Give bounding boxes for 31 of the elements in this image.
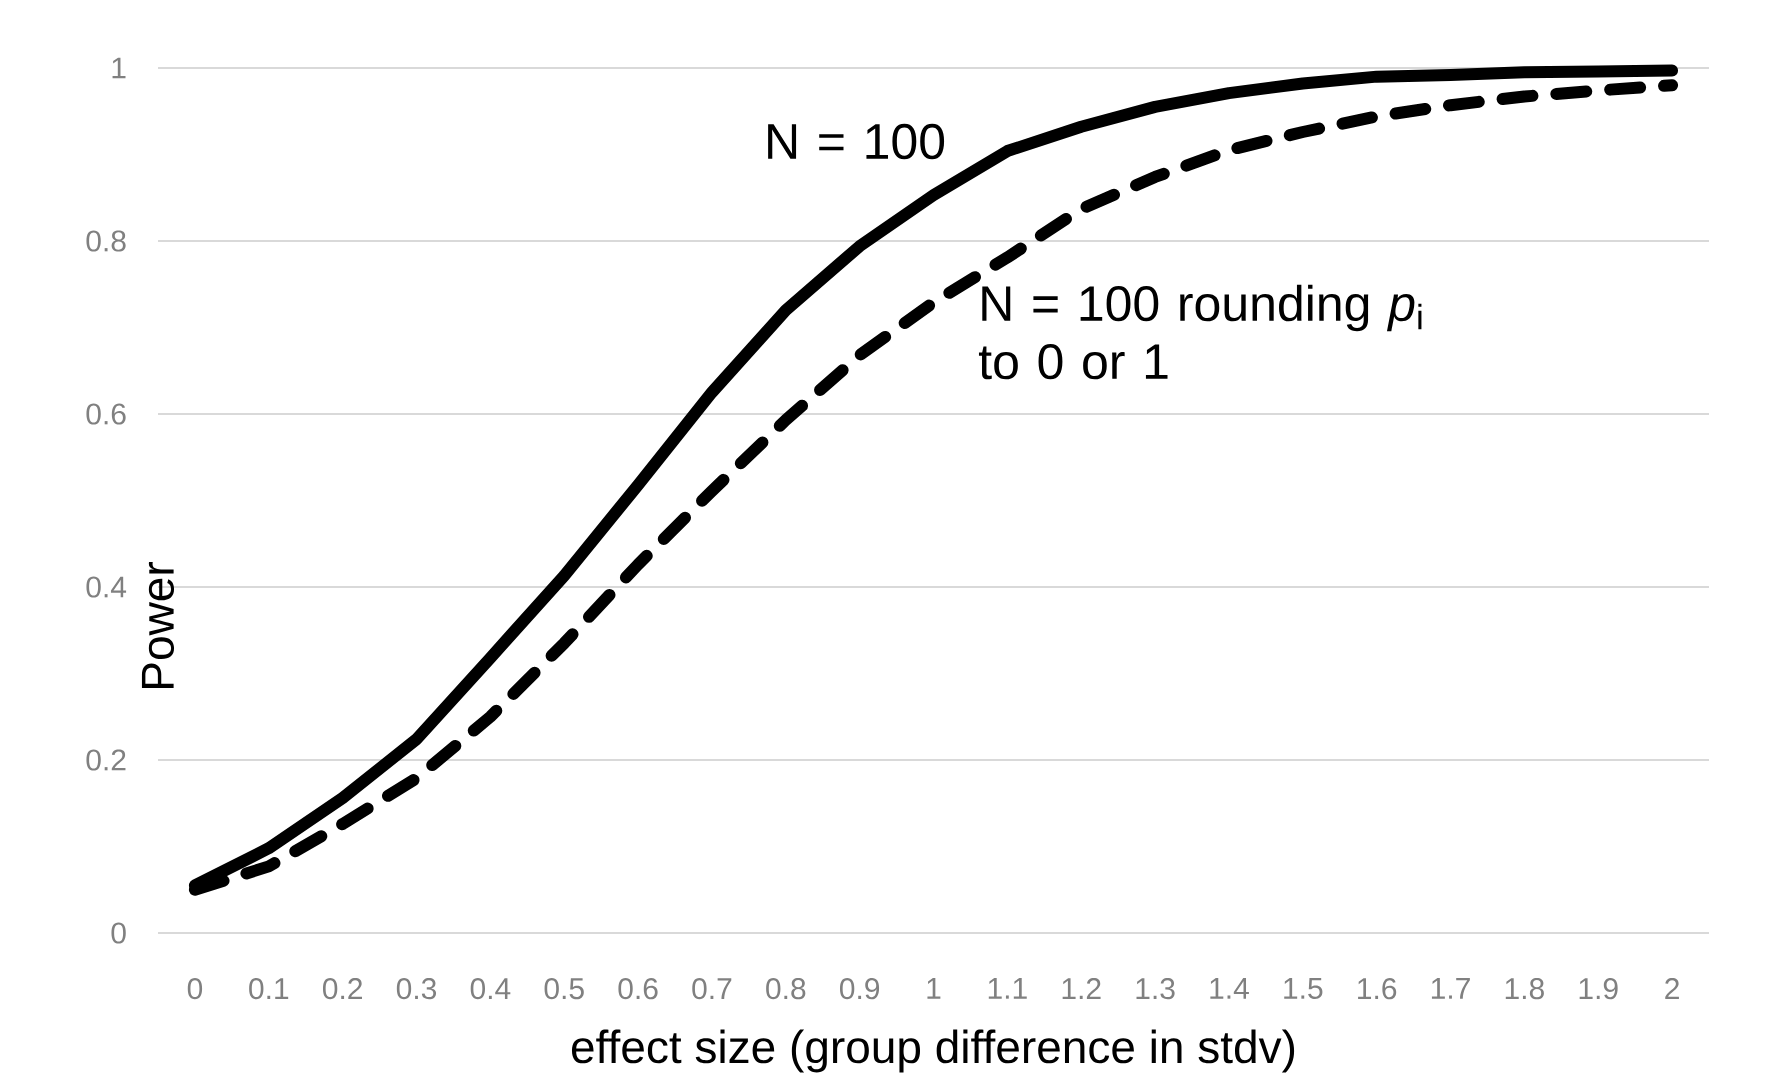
x-tick-label: 0.2	[322, 978, 362, 1000]
y-tick-label: 0.6	[86, 403, 126, 425]
y-axis-title: Power	[141, 562, 175, 688]
x-tick-label: 1.6	[1358, 978, 1397, 1000]
x-tick-label: 1.7	[1431, 978, 1470, 999]
x-tick-label: 1.9	[1579, 978, 1618, 1000]
x-tick-label: 0.5	[544, 978, 584, 1000]
y-tick-label: 0.8	[86, 230, 126, 252]
x-tick-label: 0	[187, 978, 203, 1000]
x-tick-label: 0.6	[618, 978, 658, 1000]
y-tick-label: 1	[112, 57, 126, 79]
x-tick-label: 0.9	[839, 978, 880, 1000]
x-tick-label: 0.3	[396, 978, 437, 1000]
x-tick-label: 1.1	[988, 978, 1027, 999]
text: N = 100 rounding p$_{i}$ to 0 or 1	[978, 284, 1422, 380]
x-tick-label: 1.3	[1136, 978, 1175, 1000]
x-tick-label: 1.4	[1210, 978, 1249, 999]
x-tick-label: 0.8	[766, 978, 806, 1000]
y-tick-label: 0.4	[86, 576, 127, 598]
series-label: N = 100	[768, 123, 945, 160]
x-tick-label: 1.8	[1505, 978, 1544, 1000]
x-tick-label: 0.7	[692, 978, 732, 1000]
y-tick-label: 0.2	[86, 749, 126, 771]
x-tick-label: 1.5	[1284, 978, 1323, 999]
x-tick-label: 0.4	[470, 978, 511, 1000]
x-tick-label: 0.1	[249, 978, 289, 1000]
x-tick-label: 2	[1665, 978, 1679, 999]
x-tick-label: 1	[927, 978, 941, 999]
x-tick-label: 1.2	[1062, 978, 1101, 999]
y-tick-label: 0	[111, 922, 126, 944]
x-axis-title: effect size (group difference in stdv)	[571, 1029, 1295, 1073]
